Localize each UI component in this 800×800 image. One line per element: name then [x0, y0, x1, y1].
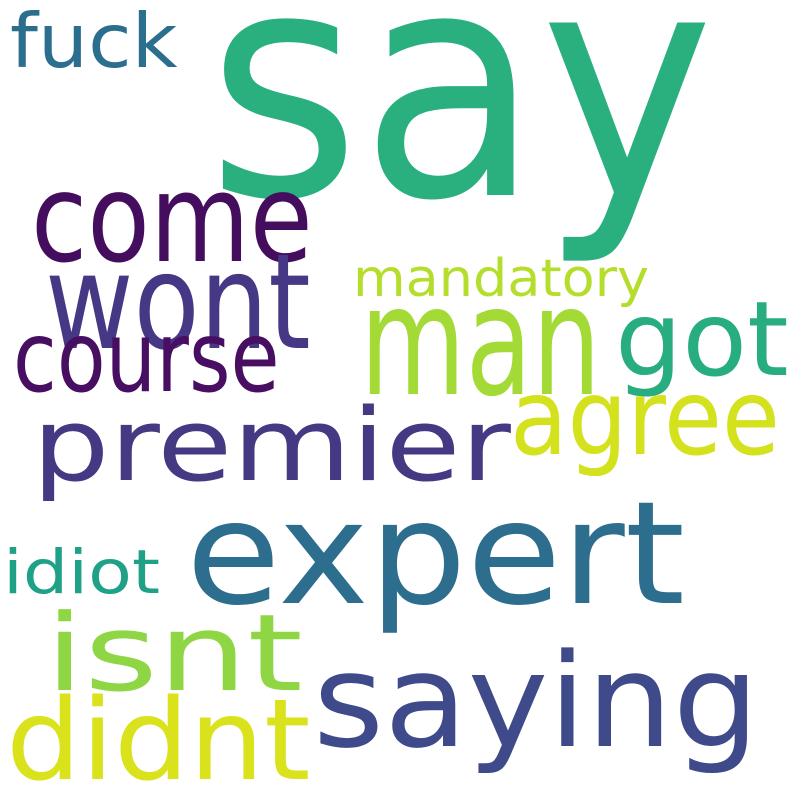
word-didnt: didnt [6, 674, 311, 800]
word-man: man [360, 253, 602, 431]
word-come: come [30, 147, 313, 291]
word-wont: wont [44, 225, 311, 380]
word-course: course [13, 300, 280, 415]
word-agree: agree [510, 356, 781, 480]
word-mandatory: mandatory [353, 248, 650, 309]
word-fuck: fuck [10, 0, 178, 85]
word-premier: premier [31, 386, 511, 505]
word-say: say [207, 0, 715, 271]
word-isnt: isnt [45, 591, 304, 716]
word-saying: saying [313, 624, 760, 777]
word-got: got [614, 280, 789, 401]
word-expert: expert [186, 470, 686, 638]
word-idiot: idiot [2, 537, 160, 608]
